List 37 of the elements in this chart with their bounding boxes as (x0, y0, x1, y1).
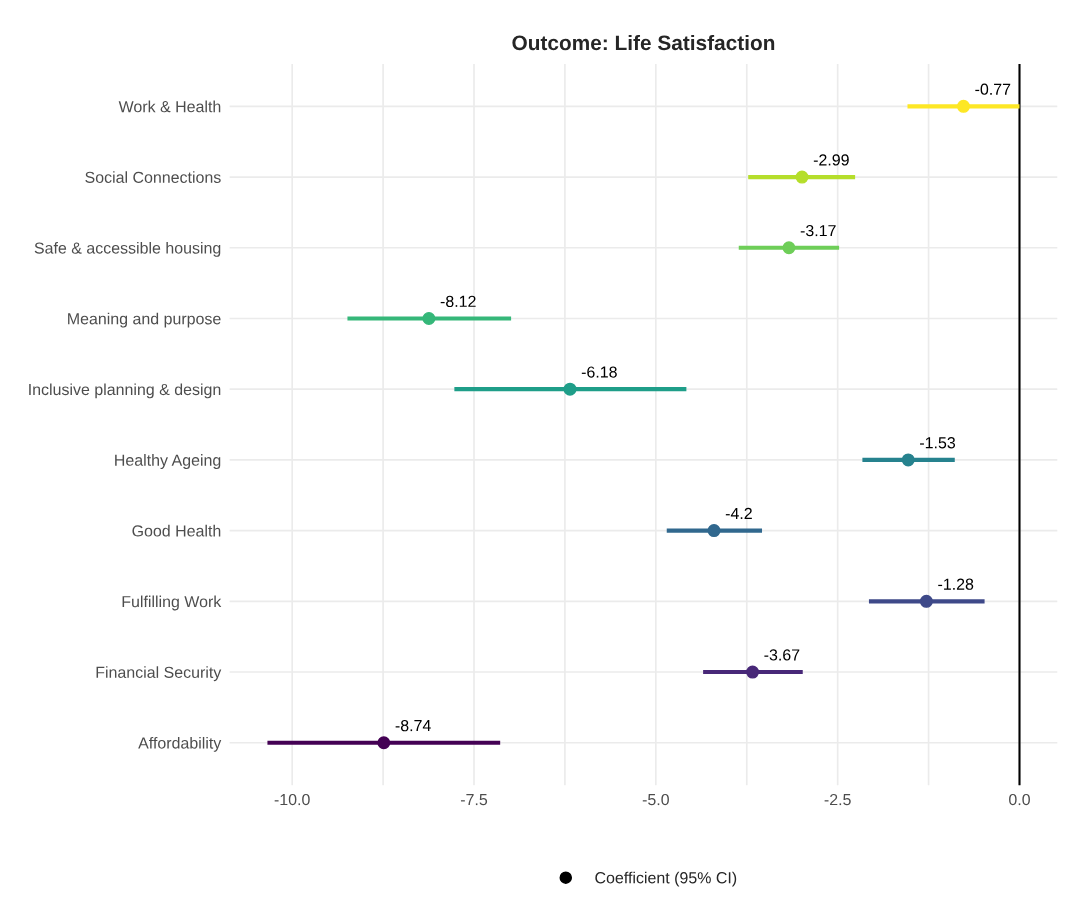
y-tick-label: Social Connections (85, 171, 221, 183)
chart-title: Outcome: Life Satisfaction (512, 34, 775, 51)
y-tick-label: Work & Health (118, 100, 221, 113)
point (956, 99, 970, 113)
text: Coefficient (95% CI) (595, 871, 737, 887)
data-label: -1.53 (920, 437, 956, 449)
point (919, 594, 933, 608)
data-label: -6.18 (581, 366, 617, 378)
data-label: -8.12 (440, 295, 476, 307)
data-label: -3.17 (800, 224, 836, 237)
y-tick-label: Good Health (132, 524, 221, 537)
data-label: -1.28 (938, 578, 974, 590)
x-tick-label: 0.0 (1009, 793, 1030, 806)
y-tick-label: Healthy Ageing (115, 454, 221, 469)
point (563, 382, 577, 396)
point (377, 736, 391, 750)
x-tick-label: -10.0 (274, 793, 310, 806)
point (901, 453, 915, 467)
x-tick-label: -7.5 (460, 794, 488, 806)
data-label: -3.67 (764, 649, 800, 661)
y-tick-label: Meaning and purpose (68, 312, 221, 328)
y-tick-label: Fulfilling Work (122, 595, 222, 611)
point (746, 665, 760, 679)
point (422, 311, 436, 325)
data-label: -8.74 (395, 719, 431, 732)
data-label: -0.77 (975, 83, 1011, 95)
x-tick-label: -2.5 (824, 793, 851, 806)
point (707, 524, 721, 538)
point (795, 170, 809, 184)
point (782, 241, 796, 255)
data-label: -4.2 (725, 507, 752, 519)
y-tick-label: Safe & accessible housing (34, 241, 221, 257)
y-tick-label: Financial Security (96, 666, 222, 682)
x-tick-label: -5.0 (642, 793, 669, 806)
y-tick-label: Inclusive planning & design (29, 383, 221, 399)
y-tick-label: Affordability (138, 736, 222, 752)
data-label: -2.99 (813, 154, 849, 166)
